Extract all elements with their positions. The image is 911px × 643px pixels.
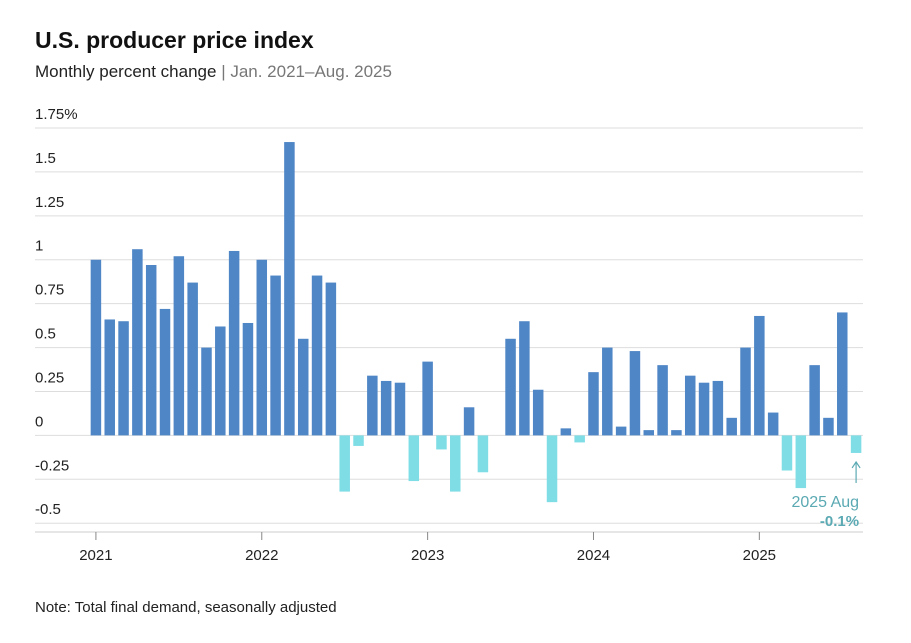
bar bbox=[560, 428, 572, 436]
bar bbox=[588, 372, 599, 436]
bar bbox=[380, 380, 392, 436]
bar bbox=[145, 265, 157, 436]
bar bbox=[671, 430, 682, 436]
bar bbox=[90, 259, 102, 436]
bar bbox=[837, 312, 848, 436]
bar bbox=[574, 435, 585, 443]
y-tick-label: 0.75 bbox=[35, 282, 64, 299]
x-tick-label: 2023 bbox=[411, 547, 444, 564]
x-tick-label: 2025 bbox=[743, 547, 776, 564]
bar bbox=[242, 322, 254, 436]
bar bbox=[505, 338, 516, 436]
annotation-arrowhead bbox=[851, 460, 861, 469]
bar bbox=[353, 435, 364, 446]
bar bbox=[118, 321, 129, 436]
bar bbox=[159, 308, 171, 436]
bar bbox=[104, 319, 115, 436]
bar bbox=[532, 389, 544, 436]
bar bbox=[422, 361, 433, 436]
bar bbox=[615, 426, 627, 436]
value-label: -0.1% bbox=[820, 513, 859, 530]
bar bbox=[546, 435, 558, 503]
bar bbox=[809, 365, 820, 436]
bar bbox=[795, 435, 807, 489]
y-tick-label: 0.5 bbox=[35, 326, 56, 343]
bar bbox=[698, 382, 710, 436]
bar bbox=[781, 435, 793, 471]
subtitle: Monthly percent change | Jan. 2021–Aug. … bbox=[35, 62, 392, 81]
note: Note: Total final demand, seasonally adj… bbox=[35, 599, 337, 616]
annotation: 2025 Aug bbox=[791, 494, 859, 511]
bar bbox=[643, 430, 655, 436]
bar bbox=[256, 259, 268, 436]
y-tick-label: 0.25 bbox=[35, 369, 64, 386]
bar bbox=[602, 347, 613, 436]
x-tick-label: 2024 bbox=[577, 547, 610, 564]
bar bbox=[394, 382, 406, 436]
bar bbox=[311, 275, 323, 436]
bar bbox=[463, 407, 475, 436]
bar bbox=[325, 282, 337, 436]
bar bbox=[367, 375, 378, 436]
bar bbox=[850, 435, 862, 453]
y-tick-label: -0.25 bbox=[35, 457, 69, 474]
y-tick-label: 0 bbox=[35, 413, 43, 430]
bar bbox=[436, 435, 447, 450]
y-tick-label: 1.25 bbox=[35, 194, 64, 211]
x-tick-label: 2021 bbox=[79, 547, 112, 564]
bar bbox=[519, 321, 530, 436]
y-tick-label: -0.5 bbox=[35, 501, 61, 518]
bar bbox=[740, 347, 751, 436]
bar bbox=[726, 417, 737, 436]
subtitle-range: | Jan. 2021–Aug. 2025 bbox=[221, 62, 392, 81]
bar bbox=[215, 326, 226, 436]
y-tick-label: 1 bbox=[35, 238, 43, 255]
bar bbox=[132, 249, 143, 436]
bar bbox=[228, 250, 240, 436]
bar bbox=[477, 435, 489, 473]
bar bbox=[201, 347, 212, 436]
bar bbox=[754, 315, 765, 436]
y-tick-label: 1.5 bbox=[35, 150, 56, 167]
bar bbox=[450, 435, 461, 492]
y-tick-label: 1.75% bbox=[35, 106, 78, 123]
bar bbox=[657, 365, 668, 436]
x-tick-label: 2022 bbox=[245, 547, 278, 564]
bar bbox=[173, 256, 185, 436]
bar bbox=[297, 338, 309, 436]
chart-title: U.S. producer price index bbox=[35, 27, 314, 53]
bar bbox=[684, 375, 696, 436]
bar bbox=[270, 275, 281, 436]
bar bbox=[823, 417, 834, 436]
subtitle-main: Monthly percent change bbox=[35, 62, 216, 81]
bar bbox=[408, 435, 420, 482]
bar bbox=[339, 435, 350, 492]
bar bbox=[767, 412, 779, 436]
bar bbox=[712, 380, 724, 436]
bar bbox=[187, 282, 198, 436]
bar bbox=[629, 351, 641, 436]
bar bbox=[284, 142, 295, 436]
